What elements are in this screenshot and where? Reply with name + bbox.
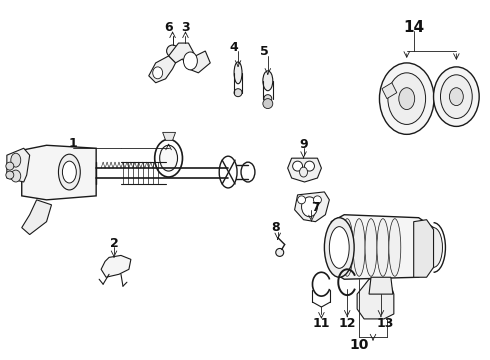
Ellipse shape <box>11 153 21 167</box>
Polygon shape <box>7 148 30 182</box>
Polygon shape <box>169 43 210 73</box>
Circle shape <box>6 162 14 170</box>
Text: 3: 3 <box>181 21 190 34</box>
Ellipse shape <box>263 71 273 91</box>
Ellipse shape <box>388 73 426 125</box>
Circle shape <box>297 196 306 204</box>
Ellipse shape <box>377 219 389 276</box>
Polygon shape <box>149 56 175 83</box>
Circle shape <box>305 161 315 171</box>
Polygon shape <box>294 192 329 222</box>
Circle shape <box>263 99 273 109</box>
Polygon shape <box>414 220 434 277</box>
Ellipse shape <box>341 219 353 276</box>
Ellipse shape <box>353 219 365 276</box>
Text: 9: 9 <box>299 138 308 151</box>
Ellipse shape <box>219 156 237 188</box>
Ellipse shape <box>241 162 255 182</box>
Text: 4: 4 <box>230 41 239 54</box>
Polygon shape <box>382 83 397 99</box>
Ellipse shape <box>58 154 80 190</box>
Ellipse shape <box>324 218 354 277</box>
Ellipse shape <box>379 63 434 134</box>
Polygon shape <box>369 277 393 294</box>
Ellipse shape <box>329 227 349 268</box>
Text: 2: 2 <box>110 237 119 250</box>
Circle shape <box>6 171 14 179</box>
Text: 14: 14 <box>403 20 424 35</box>
Polygon shape <box>357 279 394 319</box>
Ellipse shape <box>301 197 318 217</box>
Text: 6: 6 <box>164 21 173 34</box>
Polygon shape <box>101 255 131 277</box>
Polygon shape <box>22 200 51 235</box>
Polygon shape <box>22 145 96 200</box>
Text: 5: 5 <box>261 45 269 58</box>
Circle shape <box>167 45 178 57</box>
Circle shape <box>314 196 321 204</box>
Ellipse shape <box>62 161 76 183</box>
Ellipse shape <box>399 88 415 109</box>
Text: 12: 12 <box>339 318 356 330</box>
Polygon shape <box>163 132 175 140</box>
Text: 8: 8 <box>271 221 280 234</box>
Ellipse shape <box>160 145 177 171</box>
Ellipse shape <box>425 228 442 267</box>
Ellipse shape <box>389 219 401 276</box>
Circle shape <box>276 248 284 256</box>
Text: 7: 7 <box>311 201 320 214</box>
Ellipse shape <box>153 67 163 79</box>
Ellipse shape <box>449 88 464 105</box>
Ellipse shape <box>441 75 472 118</box>
Ellipse shape <box>234 62 242 84</box>
Text: 10: 10 <box>349 338 369 352</box>
Ellipse shape <box>234 89 242 96</box>
Ellipse shape <box>299 167 308 177</box>
Circle shape <box>293 161 302 171</box>
Text: 1: 1 <box>69 137 78 150</box>
Ellipse shape <box>365 219 377 276</box>
Ellipse shape <box>155 139 182 177</box>
Polygon shape <box>288 158 321 182</box>
Text: 13: 13 <box>376 318 393 330</box>
Text: 11: 11 <box>313 318 330 330</box>
Ellipse shape <box>183 52 197 70</box>
Ellipse shape <box>434 67 479 126</box>
Polygon shape <box>331 215 439 279</box>
Ellipse shape <box>264 95 272 103</box>
Ellipse shape <box>11 170 21 182</box>
